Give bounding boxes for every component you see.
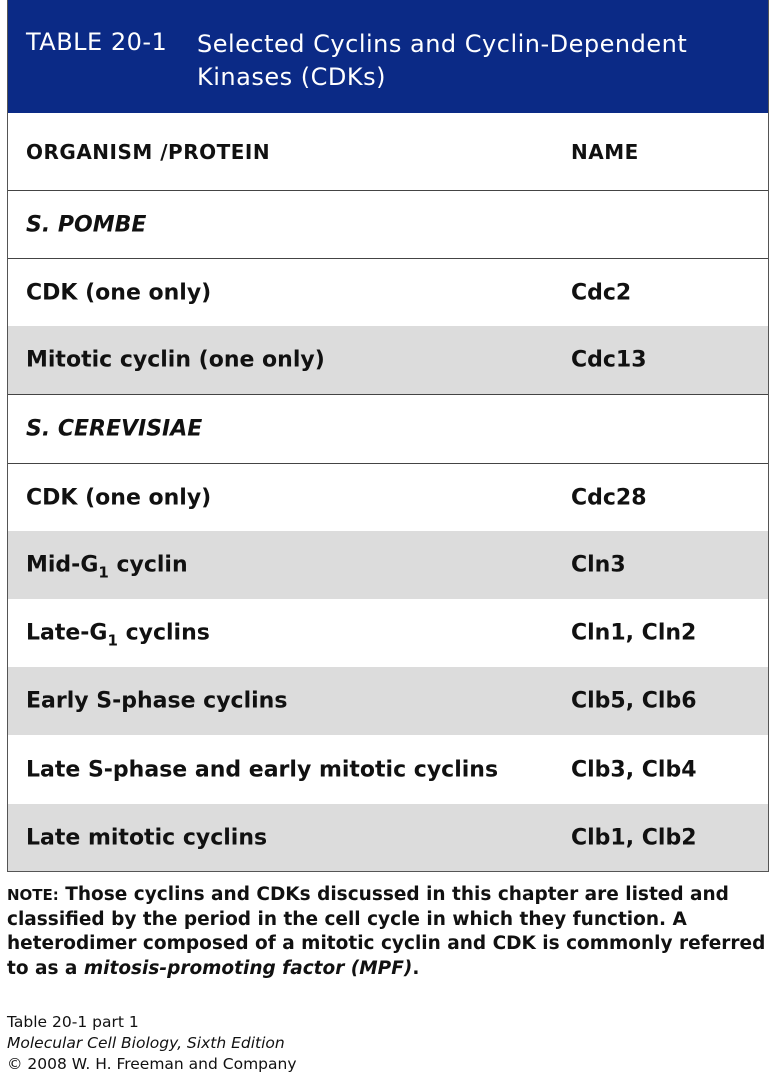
note-term: mitosis-promoting factor (MPF) xyxy=(83,957,413,979)
caption-line: Table 20-1 part 1 xyxy=(7,1013,139,1031)
name-cell: Clb3, Clb4 xyxy=(571,757,697,782)
table-row: S. POMBE xyxy=(8,190,768,258)
table-label: TABLE 20-1 xyxy=(26,28,168,56)
name-cell: Clb5, Clb6 xyxy=(571,688,697,714)
name-cell: Cln1, Cln2 xyxy=(571,620,697,646)
caption-line: Molecular Cell Biology, Sixth Edition xyxy=(7,1034,285,1052)
note-text: Those cyclins and CDKs discussed in this… xyxy=(7,884,766,979)
table-row: Late mitotic cyclins Clb1, Clb2 xyxy=(8,804,768,871)
protein-cell: Late S-phase and early mitotic cyclins xyxy=(26,757,499,782)
name-cell: Cdc13 xyxy=(571,347,647,373)
table-row: CDK (one only) Cdc2 xyxy=(8,258,768,326)
table-title: Selected Cyclins and Cyclin-Dependent Ki… xyxy=(197,30,688,91)
organism-heading: S. POMBE xyxy=(26,212,147,237)
name-cell: Cln3 xyxy=(571,552,626,578)
name-cell: Cdc28 xyxy=(571,485,647,510)
table-row: Mid-G1 cyclin Cln3 xyxy=(8,531,768,599)
protein-cell: Mid-G1 cyclin xyxy=(26,552,188,582)
caption-line: © 2008 W. H. Freeman and Company xyxy=(7,1055,297,1073)
column-header-organism: ORGANISM /PROTEIN xyxy=(26,139,271,164)
table-row: Mitotic cyclin (one only) Cdc13 xyxy=(8,326,768,394)
name-cell: Cdc2 xyxy=(571,280,632,305)
table-note: NOTE: Those cyclins and CDKs discussed i… xyxy=(7,884,766,979)
figure-caption: Table 20-1 part 1 Molecular Cell Biology… xyxy=(7,1012,297,1075)
table-row: Late S-phase and early mitotic cyclins C… xyxy=(8,735,768,804)
name-cell: Clb1, Clb2 xyxy=(571,825,697,850)
cyclin-table: TABLE 20-1 Selected Cyclins and Cyclin-D… xyxy=(7,0,769,872)
protein-cell: CDK (one only) xyxy=(26,280,212,305)
protein-cell: Late-G1 cyclins xyxy=(26,620,210,650)
table-row: Late-G1 cyclins Cln1, Cln2 xyxy=(8,599,768,667)
column-header-row: ORGANISM /PROTEIN NAME xyxy=(8,113,768,190)
protein-cell: CDK (one only) xyxy=(26,485,212,510)
table-row: CDK (one only) Cdc28 xyxy=(8,463,768,531)
protein-cell: Late mitotic cyclins xyxy=(26,825,268,850)
protein-cell: Early S-phase cyclins xyxy=(26,688,288,714)
column-header-name: NAME xyxy=(571,139,639,164)
note-tag: NOTE: xyxy=(7,886,59,904)
organism-heading: S. CEREVISIAE xyxy=(26,416,203,442)
table-header: TABLE 20-1 Selected Cyclins and Cyclin-D… xyxy=(8,0,768,113)
table-row: Early S-phase cyclins Clb5, Clb6 xyxy=(8,667,768,735)
table-row: S. CEREVISIAE xyxy=(8,394,768,463)
protein-cell: Mitotic cyclin (one only) xyxy=(26,347,325,373)
